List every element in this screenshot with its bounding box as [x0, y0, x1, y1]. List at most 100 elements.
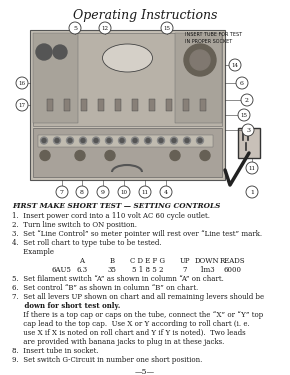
- Ellipse shape: [102, 44, 153, 72]
- Circle shape: [170, 150, 180, 160]
- Circle shape: [75, 150, 85, 160]
- Circle shape: [171, 137, 177, 144]
- Bar: [115, 99, 121, 111]
- Circle shape: [119, 137, 126, 144]
- Circle shape: [185, 138, 189, 142]
- Circle shape: [157, 137, 164, 144]
- Bar: [183, 99, 189, 111]
- Text: 4: 4: [164, 190, 168, 195]
- Text: 12: 12: [102, 26, 108, 31]
- Circle shape: [229, 59, 241, 71]
- Circle shape: [107, 138, 111, 142]
- Text: 1m3: 1m3: [199, 266, 215, 274]
- Circle shape: [120, 138, 124, 142]
- Text: 6: 6: [240, 81, 244, 86]
- Text: DOWN: DOWN: [195, 257, 219, 265]
- Bar: [238, 128, 260, 158]
- Text: 1.  Insert power cord into a 110 volt AC 60 cycle outlet.: 1. Insert power cord into a 110 volt AC …: [12, 212, 210, 220]
- Text: Operating Instructions: Operating Instructions: [73, 9, 217, 22]
- Circle shape: [56, 186, 68, 198]
- Text: 6000: 6000: [223, 266, 241, 274]
- Text: 35: 35: [108, 266, 117, 274]
- Text: A: A: [79, 257, 84, 265]
- Circle shape: [184, 137, 191, 144]
- Circle shape: [197, 137, 204, 144]
- Text: 7: 7: [183, 266, 187, 274]
- Circle shape: [40, 150, 50, 160]
- Circle shape: [106, 137, 113, 144]
- Circle shape: [81, 138, 85, 142]
- Circle shape: [69, 22, 81, 34]
- Text: 15: 15: [164, 26, 171, 31]
- Circle shape: [68, 138, 72, 142]
- Text: 6.  Set control “B” as shown in column “B” on chart.: 6. Set control “B” as shown in column “B…: [12, 284, 198, 292]
- Text: C D E F G: C D E F G: [130, 257, 166, 265]
- Circle shape: [41, 137, 48, 144]
- Circle shape: [94, 138, 98, 142]
- Circle shape: [76, 186, 88, 198]
- Text: down for short test only.: down for short test only.: [12, 302, 120, 310]
- Circle shape: [190, 50, 210, 70]
- Circle shape: [66, 137, 73, 144]
- Circle shape: [118, 186, 130, 198]
- Bar: [30, 30, 225, 180]
- Text: 2: 2: [245, 98, 249, 103]
- Text: 9.  Set switch G-Circuit in number one short position.: 9. Set switch G-Circuit in number one sh…: [12, 356, 202, 364]
- Circle shape: [53, 45, 67, 59]
- Circle shape: [79, 137, 86, 144]
- Text: 7.  Set all levers UP shown on chart and all remaining levers should be: 7. Set all levers UP shown on chart and …: [12, 293, 264, 301]
- Circle shape: [105, 150, 115, 160]
- Circle shape: [133, 138, 137, 142]
- Text: 11: 11: [249, 166, 255, 171]
- Circle shape: [236, 77, 248, 89]
- Circle shape: [242, 124, 254, 136]
- Circle shape: [146, 138, 150, 142]
- Circle shape: [16, 99, 28, 111]
- Text: 17: 17: [19, 103, 26, 108]
- Circle shape: [184, 44, 216, 76]
- Text: 15: 15: [240, 113, 247, 118]
- Circle shape: [97, 186, 109, 198]
- Text: Example: Example: [12, 248, 54, 256]
- Bar: [38, 135, 213, 147]
- Text: 11: 11: [142, 190, 148, 195]
- Circle shape: [159, 138, 163, 142]
- Circle shape: [93, 137, 99, 144]
- Text: 14: 14: [231, 63, 238, 68]
- Text: 5: 5: [73, 26, 77, 31]
- Circle shape: [53, 137, 61, 144]
- Text: 5.  Set filament switch “A” as shown in column “A” on chart.: 5. Set filament switch “A” as shown in c…: [12, 275, 224, 283]
- Circle shape: [161, 22, 173, 34]
- Circle shape: [200, 150, 210, 160]
- Text: use X if X is noted on roll chart and Y if Y is noted).  Two leads: use X if X is noted on roll chart and Y …: [12, 329, 246, 337]
- Text: are provided with banana jacks to plug in at these jacks.: are provided with banana jacks to plug i…: [12, 338, 224, 346]
- Text: 3: 3: [246, 128, 250, 133]
- Bar: [175, 33, 222, 123]
- Text: 16: 16: [19, 81, 26, 86]
- Circle shape: [99, 22, 111, 34]
- Circle shape: [144, 137, 151, 144]
- Circle shape: [198, 138, 202, 142]
- Text: 8: 8: [80, 190, 84, 195]
- Bar: [64, 99, 70, 111]
- Circle shape: [16, 77, 28, 89]
- Bar: [81, 99, 87, 111]
- Bar: [33, 33, 78, 123]
- Text: 9: 9: [101, 190, 105, 195]
- Bar: [149, 99, 155, 111]
- Circle shape: [131, 137, 139, 144]
- Text: 2.  Turn line switch to ON position.: 2. Turn line switch to ON position.: [12, 221, 137, 229]
- Text: 10: 10: [121, 190, 128, 195]
- Bar: [98, 99, 104, 111]
- Bar: [200, 99, 206, 111]
- Circle shape: [246, 162, 258, 174]
- Text: 3.  Set “Line Control” so meter pointer will rest over “Line test” mark.: 3. Set “Line Control” so meter pointer w…: [12, 230, 262, 238]
- Text: FIRST MAKE SHORT TEST — SETTING CONTROLS: FIRST MAKE SHORT TEST — SETTING CONTROLS: [12, 202, 220, 210]
- Bar: [166, 99, 172, 111]
- Text: INSERT TUBE FOR TEST
IN PROPER SOCKET: INSERT TUBE FOR TEST IN PROPER SOCKET: [185, 32, 242, 44]
- Bar: [132, 99, 138, 111]
- Text: READS: READS: [219, 257, 245, 265]
- Text: cap lead to the top cap.  Use X or Y according to roll chart (i. e.: cap lead to the top cap. Use X or Y acco…: [12, 320, 250, 328]
- Circle shape: [160, 186, 172, 198]
- Circle shape: [241, 94, 253, 106]
